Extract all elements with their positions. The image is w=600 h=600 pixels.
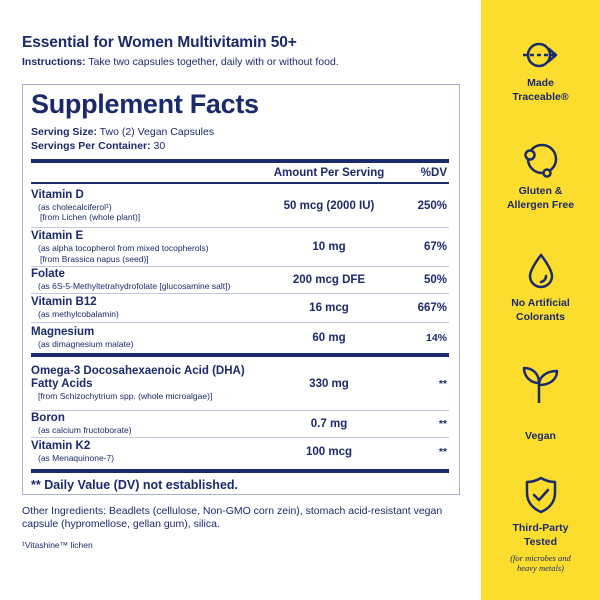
nutrient-amount: 330 mg <box>309 377 349 390</box>
nutrient-dv: 14% <box>425 332 447 344</box>
nutrient-origin: [from Brassica napus (seed)] <box>40 253 149 264</box>
supplement-facts-panel: Supplement Facts Serving Size: Two (2) V… <box>22 84 460 495</box>
nutrient-dv: ** <box>438 377 447 390</box>
badge-line: Tested <box>523 536 558 548</box>
table-row: Boron (as calcium fructoborate) 0.7 mg *… <box>31 410 449 437</box>
instructions-label: Instructions: <box>22 56 86 68</box>
servings-per-container-label: Servings Per Container: <box>31 140 151 152</box>
nutrient-dv: 250% <box>417 199 447 212</box>
badge-label: Third-Party Tested <box>481 521 600 549</box>
dv-header: %DV <box>420 166 447 179</box>
amount-header: Amount Per Serving <box>273 166 385 179</box>
servings-per-container-value: 30 <box>150 140 166 152</box>
nutrient-name: Omega-3 Docosahexaenoic Acid (DHA) <box>31 365 245 378</box>
nutrient-source: (as cholecalciferol¹) <box>38 201 112 212</box>
nutrient-amount: 10 mg <box>312 241 346 253</box>
badge-line: Third-Party <box>512 522 569 534</box>
traceable-arrow-icon <box>522 42 557 68</box>
other-ingredients: Other Ingredients: Beadlets (cellulose, … <box>22 505 443 530</box>
badge-line: Colorants <box>515 311 565 323</box>
nutrient-dv: ** <box>438 446 447 458</box>
badge-line: Vegan <box>525 430 556 442</box>
nutrient-source: (as 6S-5-Methyltetrahydrofolate [glucosa… <box>38 281 231 292</box>
nutrient-source: [from Schizochytrium spp. (whole microal… <box>38 391 213 402</box>
divider-thick <box>31 159 449 163</box>
badge-note-line: (for microbes and <box>510 553 571 563</box>
droplet-icon <box>528 253 553 289</box>
trademark-footnote: ¹Vitashine™ lichen <box>22 540 93 550</box>
nutrient-dv: 50% <box>423 274 447 286</box>
table-row: Vitamin K2 (as Menaquinone-7) 100 mcg ** <box>31 437 449 466</box>
table-row: Vitamin B12 (as methylcobalamin) 16 mcg … <box>31 293 449 322</box>
nutrient-source: (as methylcobalamin) <box>38 309 119 320</box>
badge-line: Gluten & <box>518 185 563 197</box>
nutrient-amount: 60 mg <box>312 332 346 344</box>
column-header-row: Amount Per Serving %DV <box>31 163 449 182</box>
nutrient-amount: 200 mcg DFE <box>292 274 366 286</box>
servings-per-container: Servings Per Container: 30 <box>31 139 449 153</box>
nutrient-amount: 100 mcg <box>305 446 353 458</box>
table-row: Vitamin D (as cholecalciferol¹) [from Li… <box>31 184 449 227</box>
nutrient-dv: 67% <box>423 241 447 253</box>
badge-vegan: Vegan <box>481 363 600 443</box>
badge-gluten-allergen-free: Gluten & Allergen Free <box>481 142 600 212</box>
nutrient-source: (as calcium fructoborate) <box>38 425 132 436</box>
badge-no-artificial-colorants: No Artificial Colorants <box>481 252 600 324</box>
nutrient-amount: 50 mcg (2000 IU) <box>283 199 375 212</box>
badge-note: (for microbes and heavy metals) <box>481 553 600 573</box>
serving-size: Serving Size: Two (2) Vegan Capsules <box>31 125 449 139</box>
dv-footnote: ** Daily Value (DV) not established. <box>31 478 239 492</box>
sprout-icon <box>522 366 558 403</box>
shield-check-icon <box>525 476 556 514</box>
badge-third-party-tested: Third-Party Tested (for microbes and hea… <box>481 475 600 573</box>
badge-line: No Artificial <box>511 297 570 309</box>
badge-sidebar: Made Traceable® Gluten & Allergen Free N… <box>481 0 600 600</box>
nutrient-source: (as dimagnesium malate) <box>38 339 134 350</box>
nutrient-name: Boron <box>31 412 65 425</box>
nutrient-source: (as Menaquinone-7) <box>38 453 115 464</box>
badge-line: Traceable® <box>512 91 569 103</box>
divider-thin <box>31 182 449 184</box>
nutrient-origin: [from Lichen (whole plant)] <box>40 212 141 222</box>
nutrient-name: Magnesium <box>31 326 95 339</box>
badge-label: Made Traceable® <box>481 76 600 104</box>
instructions: Instructions: Take two capsules together… <box>22 56 339 68</box>
nutrient-name: Folate <box>31 268 65 281</box>
badge-line: Allergen Free <box>506 199 575 211</box>
nutrient-name: Vitamin D <box>31 188 84 201</box>
table-row: Vitamin E (as alpha tocopherol from mixe… <box>31 227 449 266</box>
badge-made-traceable: Made Traceable® <box>481 40 600 104</box>
nutrient-name: Vitamin B12 <box>31 296 97 309</box>
nutrient-dv: ** <box>438 418 447 430</box>
nutrient-dv: 667% <box>417 302 447 314</box>
nutrient-amount: 0.7 mg <box>310 418 348 430</box>
nutrient-name-cont: Fatty Acids <box>31 378 93 391</box>
badge-label: Gluten & Allergen Free <box>481 184 600 212</box>
divider-thick <box>31 469 449 473</box>
nutrient-amount: 16 mcg <box>309 302 349 314</box>
table-row: Magnesium (as dimagnesium malate) 60 mg … <box>31 322 449 353</box>
badge-line: Made <box>527 77 554 89</box>
nutrient-name: Vitamin K2 <box>31 440 91 453</box>
table-row: Omega-3 Docosahexaenoic Acid (DHA) Fatty… <box>31 357 449 410</box>
nutrient-name: Vitamin E <box>31 230 84 242</box>
product-title: Essential for Women Multivitamin 50+ <box>22 34 297 51</box>
badge-label: No Artificial Colorants <box>481 296 600 324</box>
allergen-circle-icon <box>523 143 557 178</box>
facts-title: Supplement Facts <box>31 89 259 119</box>
badge-note-line: heavy metals) <box>517 563 564 573</box>
table-row: Folate (as 6S-5-Methyltetrahydrofolate [… <box>31 266 449 293</box>
divider-thick <box>31 353 449 357</box>
serving-size-label: Serving Size: <box>31 126 97 138</box>
instructions-text: Take two capsules together, daily with o… <box>85 56 339 68</box>
badge-label: Vegan <box>481 429 600 443</box>
nutrient-source: (as alpha tocopherol from mixed tocopher… <box>38 243 209 253</box>
serving-size-value: Two (2) Vegan Capsules <box>96 126 215 138</box>
